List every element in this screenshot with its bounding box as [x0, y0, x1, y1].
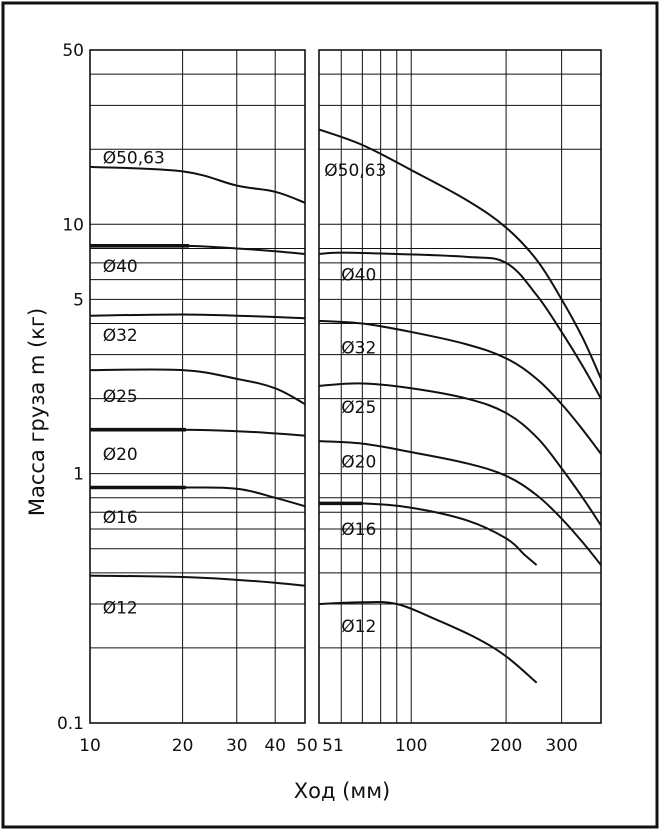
x-tick-label: 200 [490, 736, 522, 756]
series-label: Ø20 [341, 452, 376, 472]
x-tick-label: 10 [79, 736, 101, 756]
x-tick-label: 51 [322, 736, 344, 756]
series-line [318, 251, 602, 400]
panel-border-left [89, 49, 306, 724]
panel-borders [89, 49, 602, 724]
series-line [318, 382, 602, 526]
x-tick-label: 40 [264, 736, 286, 756]
x-tick-label: 20 [172, 736, 194, 756]
x-tick-label: 30 [226, 736, 248, 756]
series-line [89, 165, 306, 204]
data-curves [89, 128, 602, 684]
series-label: Ø16 [103, 508, 138, 528]
x-tick-label: 300 [545, 736, 577, 756]
series-label: Ø12 [341, 617, 376, 637]
series-line [318, 502, 538, 566]
series-label: Ø25 [341, 398, 376, 418]
series-line [318, 319, 602, 455]
series-line [89, 313, 306, 320]
series-line [89, 574, 306, 587]
series-label: Ø40 [341, 265, 376, 285]
y-tick-label: 0.1 [57, 714, 84, 734]
x-tick-label: 50 [296, 736, 318, 756]
y-tick-label: 5 [73, 290, 84, 310]
y-tick-label: 50 [62, 41, 84, 61]
series-label: Ø25 [103, 387, 138, 407]
series-label: Ø16 [341, 520, 376, 540]
series-label: Ø20 [103, 445, 138, 465]
series-label: Ø50,63 [324, 161, 386, 181]
series-line [89, 368, 306, 406]
panel-border-right [318, 49, 602, 724]
series-line [318, 600, 538, 684]
series-line [318, 440, 602, 566]
series-label: Ø32 [341, 339, 376, 359]
grid [90, 49, 601, 724]
series-label: Ø12 [103, 599, 138, 619]
y-axis-title: Масса груза m (кг) [25, 308, 49, 516]
x-tick-label: 100 [395, 736, 427, 756]
series-label: Ø50,63 [103, 149, 165, 169]
series-line [318, 128, 602, 380]
y-tick-label: 1 [73, 465, 84, 485]
series-label: Ø32 [103, 326, 138, 346]
x-axis-title: Ход (мм) [294, 779, 391, 803]
series-label: Ø40 [103, 257, 138, 277]
curve-labels: Ø50,63 Ø50,63 Ø40 Ø40 Ø32 Ø32 Ø25 Ø25 Ø20 Ø20 Ø16 Ø… [103, 149, 387, 637]
y-tick-label: 10 [62, 215, 84, 235]
